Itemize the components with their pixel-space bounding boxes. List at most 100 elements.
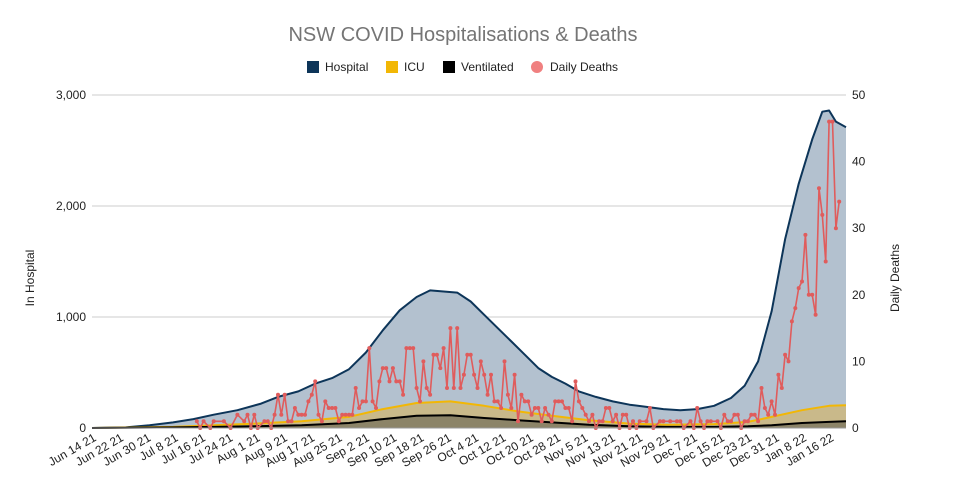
daily-deaths-point xyxy=(211,419,216,424)
daily-deaths-point xyxy=(451,386,456,390)
deaths-series xyxy=(194,119,842,430)
daily-deaths-point xyxy=(282,392,287,397)
daily-deaths-point xyxy=(272,412,277,417)
daily-deaths-point xyxy=(276,392,280,397)
daily-deaths-point xyxy=(401,392,406,397)
daily-deaths-point xyxy=(786,359,791,364)
daily-deaths-point xyxy=(837,199,842,204)
daily-deaths-point xyxy=(303,412,307,417)
daily-deaths-point xyxy=(810,292,815,297)
daily-deaths-point xyxy=(330,406,335,410)
daily-deaths-point xyxy=(495,399,500,404)
daily-deaths-point xyxy=(418,399,422,404)
legend-label-daily-deaths: Daily Deaths xyxy=(550,60,618,74)
daily-deaths-point xyxy=(631,419,635,424)
daily-deaths-point xyxy=(390,366,395,371)
daily-deaths-point xyxy=(336,419,341,424)
daily-deaths-point xyxy=(661,419,666,424)
daily-deaths-point xyxy=(806,292,811,297)
daily-deaths-point xyxy=(289,419,294,424)
daily-deaths-point xyxy=(431,352,436,357)
y-right-tick-label: 30 xyxy=(852,221,866,235)
daily-deaths-point xyxy=(384,366,389,371)
daily-deaths-point xyxy=(783,352,788,357)
area-hospital xyxy=(92,110,846,428)
daily-deaths-point xyxy=(563,406,568,410)
daily-deaths-point xyxy=(347,412,351,417)
legend-swatch-daily-deaths xyxy=(531,61,543,73)
daily-deaths-point xyxy=(492,399,497,404)
daily-deaths-point xyxy=(729,419,733,424)
daily-deaths-point xyxy=(674,419,679,424)
daily-deaths-point xyxy=(766,412,771,417)
daily-deaths-point xyxy=(800,279,804,284)
daily-deaths-point xyxy=(752,412,757,417)
daily-deaths-point xyxy=(421,359,426,364)
daily-deaths-point xyxy=(637,419,642,424)
daily-deaths-point xyxy=(448,326,453,331)
daily-deaths-point xyxy=(560,399,564,404)
daily-deaths-point xyxy=(522,399,527,404)
daily-deaths-point xyxy=(688,419,693,424)
daily-deaths-point xyxy=(695,406,700,410)
daily-deaths-point xyxy=(370,399,375,404)
daily-deaths-point xyxy=(279,412,284,417)
daily-deaths-point xyxy=(434,352,439,357)
daily-deaths-point xyxy=(407,346,412,351)
daily-deaths-point xyxy=(833,226,838,231)
daily-deaths-point xyxy=(536,406,541,410)
daily-deaths-point xyxy=(475,386,480,390)
line-hospital xyxy=(91,109,847,429)
legend: Hospital ICU Ventilated Daily Deaths xyxy=(307,60,618,74)
daily-deaths-point xyxy=(624,412,629,417)
daily-deaths-point xyxy=(647,406,652,410)
daily-deaths-point xyxy=(326,406,331,410)
daily-deaths-point xyxy=(789,319,794,324)
daily-deaths-point xyxy=(374,406,378,410)
daily-deaths-point xyxy=(489,372,493,377)
daily-deaths-point xyxy=(762,406,767,410)
daily-deaths-point xyxy=(323,399,328,404)
daily-deaths-point xyxy=(776,372,781,377)
daily-deaths-point xyxy=(725,419,730,424)
daily-deaths-point xyxy=(397,379,402,384)
plot-areas xyxy=(91,109,847,429)
daily-deaths-point xyxy=(343,412,348,417)
daily-deaths-point xyxy=(722,412,727,417)
daily-deaths-point xyxy=(773,412,777,417)
y-left-tick-label: 1,000 xyxy=(56,310,86,324)
daily-deaths-point xyxy=(678,419,683,424)
daily-deaths-point xyxy=(566,406,571,410)
daily-deaths-point xyxy=(732,412,737,417)
line-daily-deaths xyxy=(196,120,840,429)
daily-deaths-point xyxy=(468,352,473,357)
daily-deaths-point xyxy=(292,406,297,410)
daily-deaths-point xyxy=(543,406,548,410)
daily-deaths-point xyxy=(333,406,338,410)
daily-deaths-point xyxy=(357,406,362,410)
daily-deaths-point xyxy=(414,386,419,390)
daily-deaths-point xyxy=(404,346,409,351)
daily-deaths-point xyxy=(252,412,257,417)
daily-deaths-point xyxy=(316,412,321,417)
daily-deaths-point xyxy=(441,346,446,351)
daily-deaths-point xyxy=(830,119,835,124)
daily-deaths-point xyxy=(803,232,808,237)
daily-deaths-point xyxy=(472,372,477,377)
daily-deaths-point xyxy=(668,419,673,424)
daily-deaths-point xyxy=(360,399,365,404)
daily-deaths-point xyxy=(620,412,625,417)
daily-deaths-point xyxy=(570,419,575,424)
legend-label-ventilated: Ventilated xyxy=(461,60,514,74)
daily-deaths-point xyxy=(827,119,832,124)
y-right-tick-label: 20 xyxy=(852,288,866,302)
daily-deaths-point xyxy=(499,406,504,410)
y-axis-left-title: In Hospital xyxy=(23,250,37,307)
daily-deaths-point xyxy=(817,186,821,191)
daily-deaths-point xyxy=(485,392,490,397)
daily-deaths-point xyxy=(377,379,382,384)
daily-deaths-point xyxy=(715,419,720,424)
daily-deaths-point xyxy=(742,419,747,424)
y-right-tick-label: 0 xyxy=(852,421,859,435)
